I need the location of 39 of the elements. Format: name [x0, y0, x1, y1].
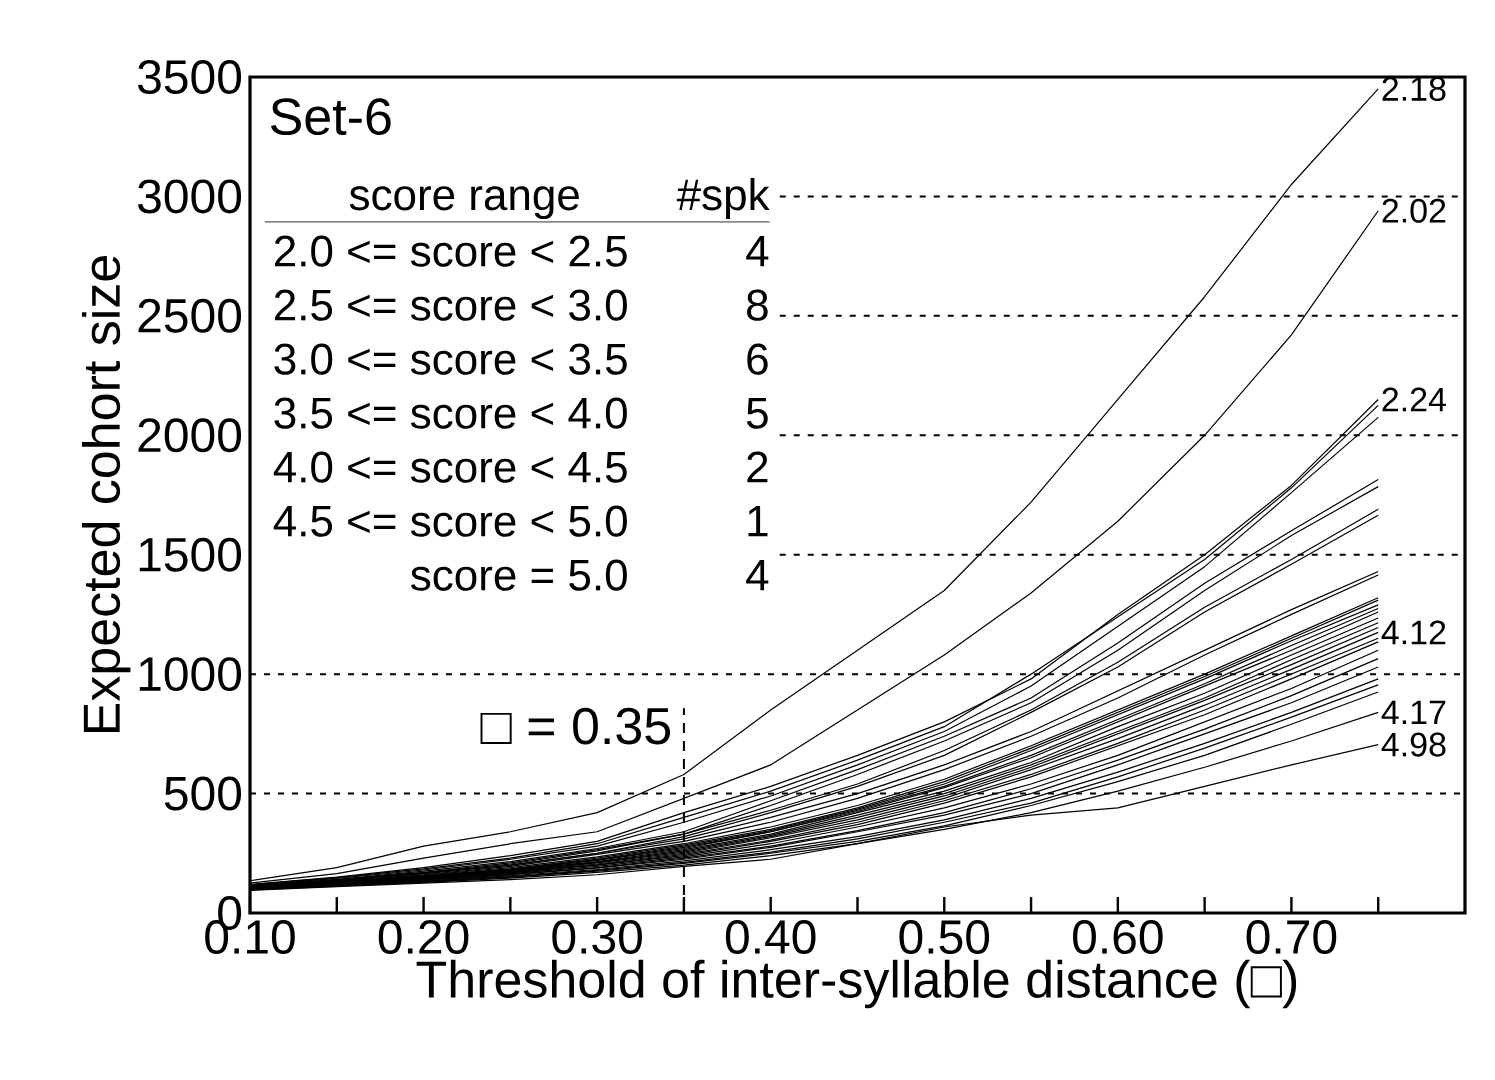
- x-tick-label: 0.50: [899, 920, 990, 955]
- series-label: 2.02: [1382, 198, 1446, 223]
- annotation: score range: [349, 186, 579, 220]
- ref-line-label: □ = 0.35: [480, 707, 671, 745]
- series-label: 4.98: [1381, 732, 1446, 757]
- chart-title: Set-6: [270, 98, 391, 136]
- x-axis-title: Threshold of inter-syllable distance (□): [416, 959, 1297, 1009]
- x-tick-label: 0.40: [725, 920, 816, 955]
- x-tick-label: 0.60: [1073, 920, 1163, 955]
- annotation: 5: [746, 398, 768, 429]
- annotation: score = 5.0: [410, 559, 627, 591]
- series-label: 2.24: [1382, 387, 1446, 412]
- annotation: 4: [746, 236, 769, 267]
- y-tick-label: 1500: [139, 537, 242, 572]
- y-axis-title: Expected cohort size: [81, 256, 131, 733]
- series-label: 4.17: [1381, 700, 1446, 725]
- y-tick-label: 3000: [137, 179, 242, 214]
- annotation: 6: [747, 343, 768, 375]
- annotation: 2.0 <= score < 2.5: [274, 235, 627, 267]
- y-tick-label: 500: [164, 776, 242, 811]
- annotation: 4.0 <= score < 4.5: [273, 451, 627, 483]
- y-tick-label: 3500: [137, 60, 242, 94]
- annotation: 2.5 <= score < 3.0: [274, 289, 627, 321]
- y-tick-label: 2500: [138, 298, 242, 333]
- annotation: 3.5 <= score < 4.0: [274, 397, 627, 429]
- x-tick-label: 0.70: [1246, 920, 1337, 955]
- series-label: 4.12: [1381, 620, 1446, 645]
- annotation: 2: [747, 451, 768, 483]
- annotation: #spk: [676, 178, 770, 220]
- annotation: 8: [747, 289, 768, 321]
- annotation: 1: [748, 506, 768, 537]
- series-label: 2.18: [1382, 76, 1446, 101]
- annotation: 3.0 <= score < 3.5: [274, 343, 627, 375]
- annotation: 4.5 <= score < 5.0: [273, 505, 627, 537]
- y-tick-label: 2000: [138, 418, 242, 453]
- x-tick-label: 0.20: [378, 920, 469, 955]
- y-tick-label: 1000: [139, 657, 242, 692]
- x-tick-label: 0.30: [552, 920, 642, 955]
- annotation: 4: [746, 560, 769, 591]
